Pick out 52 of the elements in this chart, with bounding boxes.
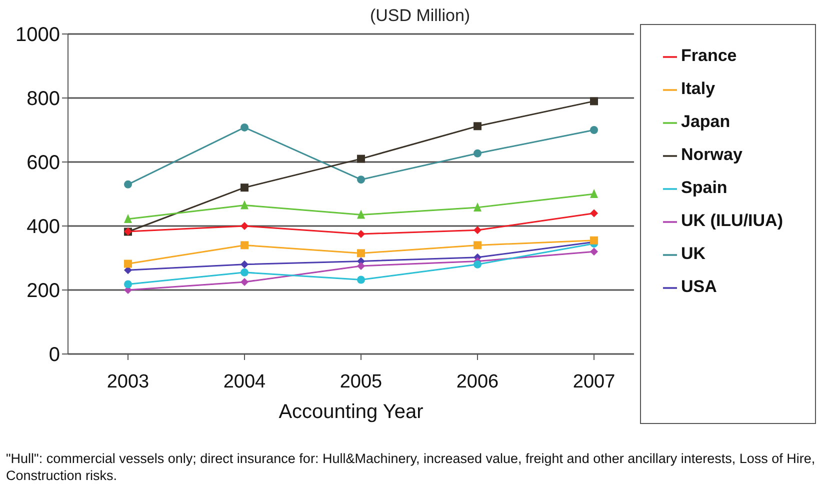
point <box>240 123 249 132</box>
point <box>124 180 132 188</box>
x-tick-label: 2007 <box>572 371 616 392</box>
point <box>240 184 249 192</box>
point <box>357 262 366 270</box>
point <box>124 260 132 268</box>
point <box>124 280 132 288</box>
point <box>590 97 598 106</box>
point <box>474 260 482 268</box>
point <box>357 154 366 163</box>
point <box>240 222 249 230</box>
x-tick-label: 2003 <box>106 371 150 392</box>
legend-label: Japan <box>681 112 730 131</box>
point <box>240 260 249 268</box>
point <box>357 249 366 258</box>
x-tick-label: 2004 <box>223 371 266 392</box>
point <box>590 189 598 198</box>
chart-title: (USD Million) <box>368 6 472 26</box>
point <box>240 268 249 276</box>
point <box>474 226 482 234</box>
y-tick-label: 1000 <box>16 24 60 46</box>
x-axis-title: Accounting Year <box>278 401 424 423</box>
point <box>240 200 249 210</box>
point <box>240 241 249 250</box>
text: "Hull": commercial vessels only; direct insurance for: Hull&Machinery, increased value, freight and other ancillary interests, Loss of Hire, Construction risks. <box>6 450 816 484</box>
point <box>357 210 366 219</box>
y-tick-label: 200 <box>26 280 60 302</box>
point <box>590 126 598 134</box>
legend-label: USA <box>681 277 717 296</box>
legend-label: Spain <box>681 178 728 197</box>
y-tick-label: 400 <box>26 216 60 238</box>
legend-label: France <box>681 46 737 65</box>
point <box>590 248 598 256</box>
x-tick-label: 2005 <box>340 371 382 392</box>
point <box>474 149 482 158</box>
y-tick-label: 800 <box>26 88 60 110</box>
point <box>240 278 249 286</box>
legend-label: Italy <box>681 79 716 98</box>
point <box>590 209 598 218</box>
point <box>474 202 482 212</box>
point <box>357 176 366 184</box>
y-tick-label: 600 <box>26 152 60 174</box>
legend-label: Norway <box>681 145 742 164</box>
point <box>474 241 482 250</box>
legend-label: UK <box>681 244 706 263</box>
point <box>474 122 482 130</box>
point <box>124 214 132 223</box>
point <box>357 230 366 238</box>
point <box>357 276 366 284</box>
legend-label: UK (ILU/IUA) <box>681 211 783 230</box>
x-tick-label: 2006 <box>456 371 499 392</box>
y-tick-label: 0 <box>48 344 60 366</box>
